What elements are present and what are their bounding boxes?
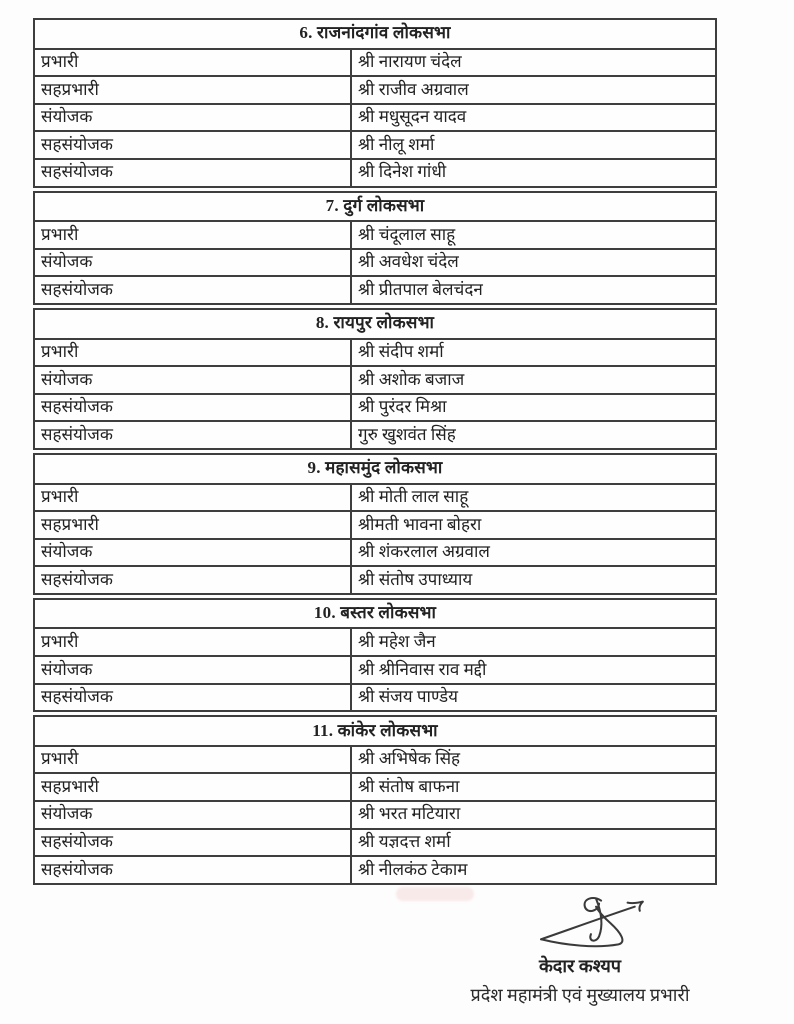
name-cell: गुरु खुशवंत सिंह [358,424,456,444]
name-cell: श्री नारायण चंदेल [358,52,462,72]
name-cell: श्री दिनेश गांधी [358,162,447,182]
section-table: 8. रायपुर लोकसभा प्रभारी श्री संदीप शर्मा स… [33,307,717,450]
roster-table: 6. राजनांदगांव लोकसभा प्रभारी श्री नारायण … [33,18,717,888]
signatory-designation: प्रदेश महामंत्री एवं मुख्यालय प्रभारी [470,985,690,1005]
table-row: सहप्रभारी श्रीमती भावना बोहरा [35,510,715,538]
name-cell: श्री अभिषेक सिंह [358,749,461,769]
role-cell: प्रभारी [35,222,352,248]
role-cell: संयोजक [35,802,352,828]
name-cell: श्री नीलकंठ टेकाम [358,859,468,879]
role-cell: प्रभारी [35,339,352,366]
table-row: सहसंयोजक श्री संजय पाण्डेय [35,682,715,711]
table-row: प्रभारी श्री संदीप शर्मा [35,337,715,366]
name-cell: श्री संदीप शर्मा [358,341,444,361]
role-cell: प्रभारी [35,484,352,511]
role-cell: सहसंयोजक [35,829,352,856]
role-cell: सहसंयोजक [35,277,352,303]
name-cell: श्री शंकरलाल अग्रवाल [358,542,490,562]
name-cell: श्री नीलू शर्मा [358,134,435,154]
name-cell: श्रीमती भावना बोहरा [358,514,482,534]
role-cell: सहसंयोजक [35,159,352,186]
section-title: 11. कांकेर लोकसभा [312,720,438,740]
table-row: प्रभारी श्री चंदूलाल साहू [35,220,715,248]
table-row: सहसंयोजक गुरु खुशवंत सिंह [35,420,715,448]
table-row: प्रभारी श्री नारायण चंदेल [35,47,715,76]
section-title: 10. बस्तर लोकसभा [313,603,437,623]
name-cell: श्री पुरंदर मिश्रा [358,397,447,417]
table-row: प्रभारी श्री महेश जैन [35,627,715,656]
table-row: सहसंयोजक श्री नीलू शर्मा [35,130,715,158]
section-table: 11. कांकेर लोकसभा प्रभारी श्री अभिषेक सिंह… [33,715,717,885]
section-title: 7. दुर्ग लोकसभा [325,196,425,216]
role-cell: सहप्रभारी [35,774,352,801]
role-cell: सहसंयोजक [35,684,352,711]
role-cell: सहप्रभारी [35,77,352,103]
role-cell: प्रभारी [35,746,352,773]
role-cell: प्रभारी [35,629,352,656]
section-title: 6. राजनांदगांव लोकसभा [299,23,451,43]
section-title: 9. महासमुंद लोकसभा [307,458,443,478]
table-row: संयोजक श्री अवधेश चंदेल [35,247,715,276]
name-cell: श्री राजीव अग्रवाल [358,79,469,99]
name-cell: श्री यज्ञदत्त शर्मा [358,832,451,852]
table-row: सहसंयोजक श्री नीलकंठ टेकाम [35,855,715,883]
role-cell: सहसंयोजक [35,394,352,421]
table-row: सहसंयोजक श्री यज्ञदत्त शर्मा [35,827,715,856]
section-title: 8. रायपुर लोकसभा [315,313,435,333]
name-cell: श्री अवधेश चंदेल [358,252,459,272]
table-row: संयोजक श्री भरत मटियारा [35,800,715,828]
role-cell: संयोजक [35,249,352,276]
name-cell: श्री श्रीनिवास राव मद्दी [358,659,487,679]
table-row: सहप्रभारी श्री संतोष बाफना [35,772,715,801]
table-row: प्रभारी श्री अभिषेक सिंह [35,744,715,773]
role-cell: संयोजक [35,367,352,393]
name-cell: श्री संतोष उपाध्याय [358,569,473,589]
table-row: संयोजक श्री श्रीनिवास राव मद्दी [35,655,715,683]
scan-artifact [396,887,474,901]
table-row: प्रभारी श्री मोती लाल साहू [35,482,715,511]
name-cell: श्री मोती लाल साहू [358,486,469,506]
role-cell: सहसंयोजक [35,857,352,883]
name-cell: श्री मधुसूदन यादव [358,107,467,127]
table-row: सहसंयोजक श्री प्रीतपाल बेलचंदन [35,275,715,303]
table-row: सहसंयोजक श्री दिनेश गांधी [35,157,715,186]
table-row: संयोजक श्री मधुसूदन यादव [35,102,715,131]
name-cell: श्री भरत मटियारा [358,804,461,824]
name-cell: श्री प्रीतपाल बेलचंदन [358,279,483,299]
name-cell: श्री महेश जैन [358,631,436,651]
section-table: 10. बस्तर लोकसभा प्रभारी श्री महेश जैन संयो… [33,597,717,713]
handwritten-signature [540,897,644,948]
table-row: सहप्रभारी श्री राजीव अग्रवाल [35,75,715,103]
role-cell: सहप्रभारी [35,512,352,538]
signatory-name: केदार कश्यप [538,956,622,976]
section-table: 6. राजनांदगांव लोकसभा प्रभारी श्री नारायण … [33,18,717,188]
role-cell: संयोजक [35,657,352,683]
name-cell: श्री संजय पाण्डेय [358,687,458,707]
table-row: सहसंयोजक श्री संतोष उपाध्याय [35,565,715,593]
role-cell: प्रभारी [35,49,352,76]
table-row: सहसंयोजक श्री पुरंदर मिश्रा [35,392,715,421]
role-cell: सहसंयोजक [35,422,352,448]
role-cell: संयोजक [35,539,352,566]
role-cell: सहसंयोजक [35,132,352,158]
role-cell: सहसंयोजक [35,567,352,593]
name-cell: श्री चंदूलाल साहू [358,224,456,244]
role-cell: संयोजक [35,104,352,131]
name-cell: श्री अशोक बजाज [358,369,465,389]
section-table: 9. महासमुंद लोकसभा प्रभारी श्री मोती लाल स… [33,452,717,595]
table-row: संयोजक श्री शंकरलाल अग्रवाल [35,537,715,566]
name-cell: श्री संतोष बाफना [358,776,460,796]
table-row: संयोजक श्री अशोक बजाज [35,365,715,393]
section-table: 7. दुर्ग लोकसभा प्रभारी श्री चंदूलाल साहू स… [33,190,717,305]
